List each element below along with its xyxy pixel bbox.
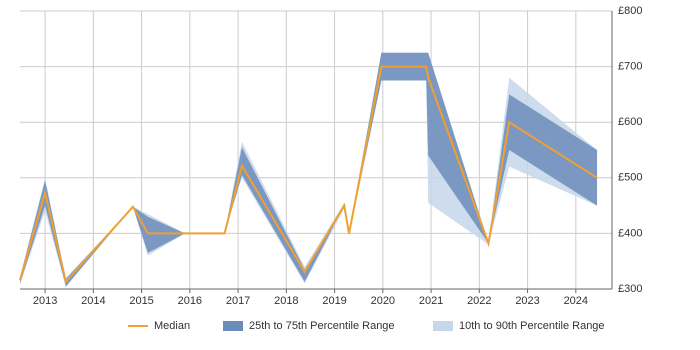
legend-label: 10th to 90th Percentile Range: [459, 320, 605, 332]
x-tick-label: 2015: [129, 295, 153, 307]
y-tick-label: £600: [618, 116, 642, 128]
x-tick-label: 2018: [274, 295, 298, 307]
legend-label: 25th to 75th Percentile Range: [249, 320, 395, 332]
median-line: [19, 65, 598, 284]
y-tick-label: £500: [618, 172, 642, 184]
x-tick-label: 2020: [371, 295, 395, 307]
percentile-band: [20, 52, 598, 288]
percentile-band: [20, 52, 598, 287]
y-tick-label: £300: [618, 283, 642, 295]
legend-swatch: [433, 321, 453, 331]
x-tick-label: 2024: [564, 295, 588, 307]
x-tick-label: 2017: [226, 295, 250, 307]
x-tick-label: 2022: [467, 295, 491, 307]
legend-label: Median: [154, 320, 190, 332]
legend-swatch: [223, 321, 243, 331]
x-tick-label: 2014: [81, 295, 105, 307]
x-tick-label: 2016: [178, 295, 202, 307]
y-tick-label: £700: [618, 61, 642, 73]
x-tick-label: 2019: [322, 295, 346, 307]
x-tick-label: 2023: [515, 295, 539, 307]
y-tick-label: £400: [618, 227, 642, 239]
y-tick-label: £800: [618, 5, 642, 17]
x-tick-label: 2013: [33, 295, 57, 307]
x-tick-label: 2021: [419, 295, 443, 307]
